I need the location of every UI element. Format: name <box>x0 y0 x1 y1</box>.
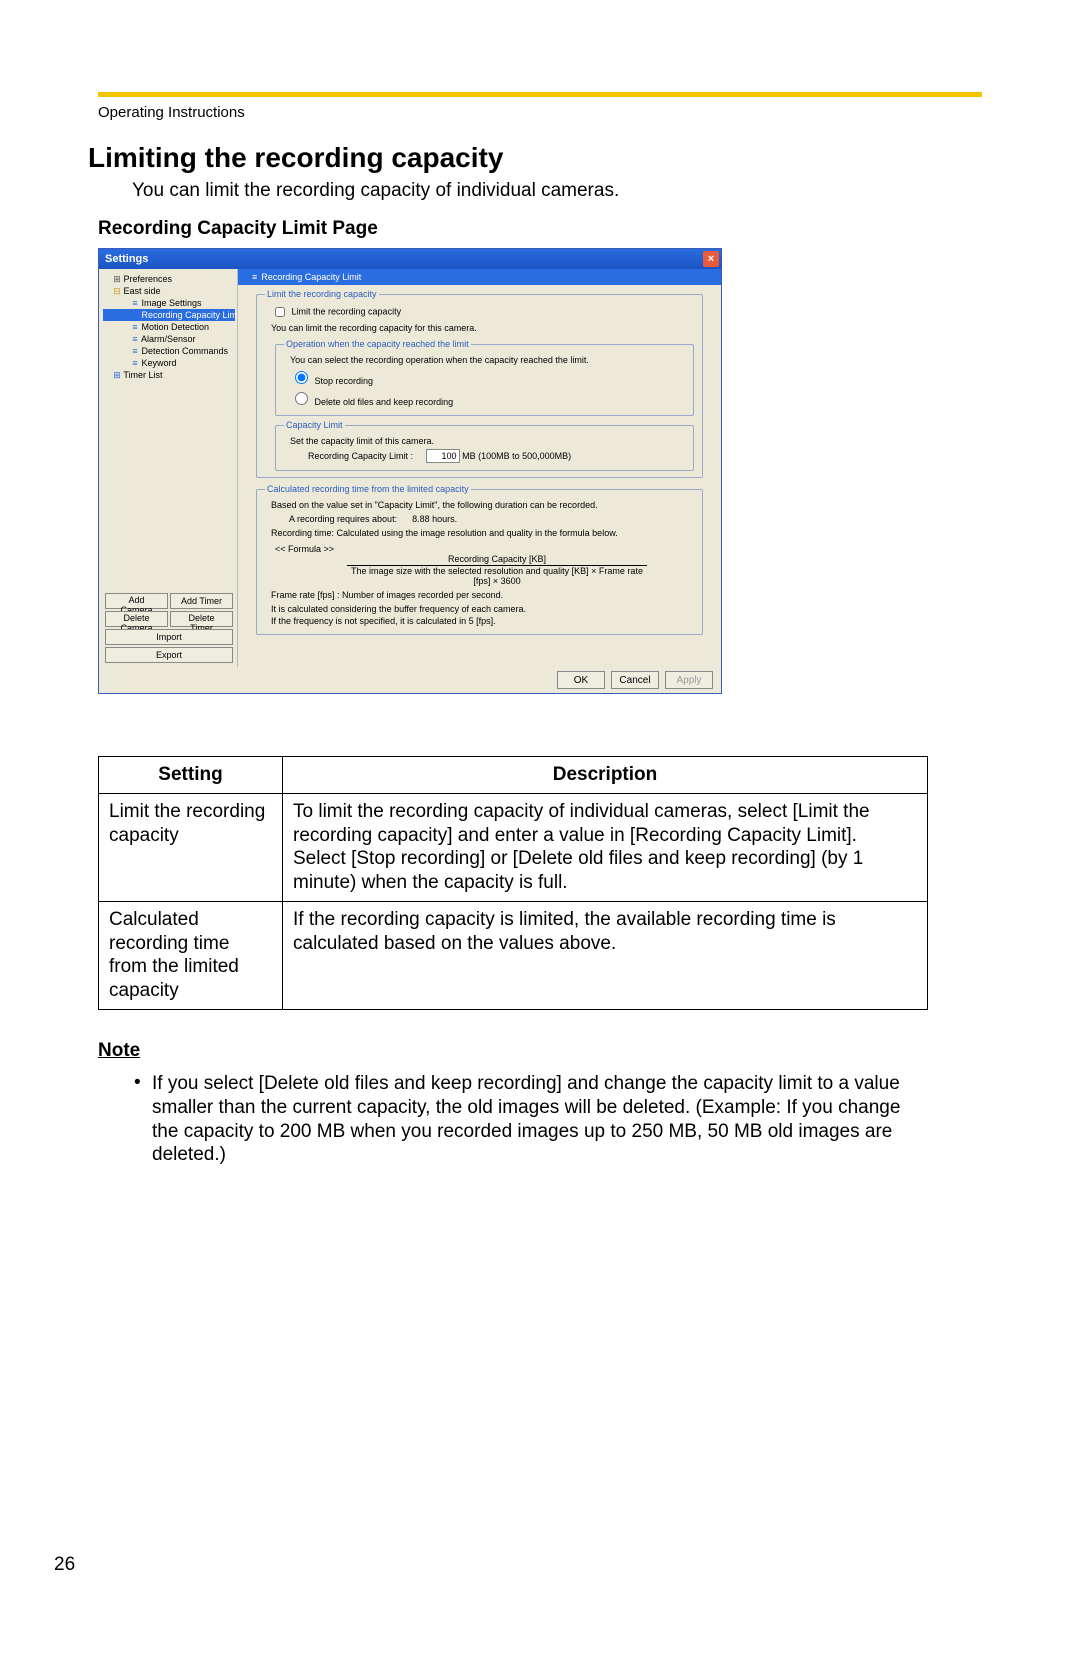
tree-item-label: Image Settings <box>139 298 202 308</box>
limit-group-legend: Limit the recording capacity <box>265 289 379 299</box>
formula: << Formula >> Recording Capacity [KB] Th… <box>275 544 694 586</box>
tree-item-icon: ≡ <box>131 358 139 369</box>
calc-req-label: A recording requires about: <box>289 514 397 524</box>
tree-item[interactable]: ≡ Detection Commands <box>103 345 235 357</box>
cancel-button[interactable]: Cancel <box>611 671 659 689</box>
dialog-sidebar: ⊞ Preferences⊟ East side≡ Image Settings… <box>99 269 237 667</box>
page-title: Limiting the recording capacity <box>88 142 503 174</box>
limit-group: Limit the recording capacity Limit the r… <box>256 289 703 478</box>
delete-camera-button[interactable]: Delete Camera <box>105 611 168 627</box>
tree-item[interactable]: ⊞ Timer List <box>103 369 235 381</box>
table-cell-setting: Limit the recording capacity <box>99 793 283 901</box>
tree-item-icon: ⊟ <box>113 286 121 297</box>
tree-item[interactable]: ⊞ Preferences <box>103 273 235 285</box>
tree-item-label: Motion Detection <box>139 322 209 332</box>
tree-view[interactable]: ⊞ Preferences⊟ East side≡ Image Settings… <box>103 273 235 381</box>
table-cell-desc: To limit the recording capacity of indiv… <box>283 793 928 901</box>
tree-item-icon: ≡ <box>131 322 139 333</box>
capacity-group-legend: Capacity Limit <box>284 420 345 430</box>
table-row: Limit the recording capacity To limit th… <box>99 793 928 901</box>
description-table: Setting Description Limit the recording … <box>98 756 928 1010</box>
dialog-main: ≡ Recording Capacity Limit Limit the rec… <box>237 269 721 667</box>
capacity-label: Recording Capacity Limit : <box>308 451 413 461</box>
tree-item-label: Keyword <box>139 358 177 368</box>
panel-tab-label: Recording Capacity Limit <box>261 272 361 282</box>
running-header: Operating Instructions <box>98 104 245 121</box>
intro-text: You can limit the recording capacity of … <box>132 180 619 202</box>
table-cell-desc: If the recording capacity is limited, th… <box>283 901 928 1009</box>
calc-req-value: 8.88 hours. <box>412 514 457 524</box>
operation-desc: You can select the recording operation w… <box>284 353 685 367</box>
delete-old-radio[interactable] <box>295 392 308 405</box>
formula-numerator: Recording Capacity [KB] <box>347 554 647 566</box>
fps-note: Frame rate [fps] : Number of images reco… <box>265 588 694 602</box>
calc-note: Recording time: Calculated using the ima… <box>265 526 694 540</box>
table-cell-setting: Calculated recording time from the limit… <box>99 901 283 1009</box>
fps-note2: It is calculated considering the buffer … <box>265 602 694 628</box>
tree-item-icon: ⊞ <box>113 274 121 285</box>
capacity-desc: Set the capacity limit of this camera. <box>284 434 685 448</box>
ok-button[interactable]: OK <box>557 671 605 689</box>
apply-button[interactable]: Apply <box>665 671 713 689</box>
import-button[interactable]: Import <box>105 629 233 645</box>
operation-group: Operation when the capacity reached the … <box>275 339 694 416</box>
limit-desc: You can limit the recording capacity for… <box>265 321 694 335</box>
delete-old-label: Delete old files and keep recording <box>315 397 454 407</box>
tree-item-label: East side <box>121 286 161 296</box>
formula-denominator: The image size with the selected resolut… <box>347 566 647 586</box>
calc-group: Calculated recording time from the limit… <box>256 484 703 635</box>
tree-item[interactable]: ≡ Motion Detection <box>103 321 235 333</box>
capacity-group: Capacity Limit Set the capacity limit of… <box>275 420 694 471</box>
section-heading: Recording Capacity Limit Page <box>98 218 378 240</box>
tree-item-icon: ⊞ <box>113 370 121 381</box>
dialog-footer: OK Cancel Apply <box>557 671 713 689</box>
dialog-titlebar: Settings × <box>99 249 721 269</box>
tree-item[interactable]: ≡ Recording Capacity Limit <box>103 309 235 321</box>
sidebar-button-group: Add Camera Add Timer Delete Camera Delet… <box>103 591 235 665</box>
tree-item-icon: ≡ <box>131 310 139 321</box>
limit-checkbox-label: Limit the recording capacity <box>292 306 402 316</box>
tree-item[interactable]: ≡ Image Settings <box>103 297 235 309</box>
tree-item-label: Recording Capacity Limit <box>139 310 242 320</box>
tree-item-icon: ≡ <box>131 334 139 345</box>
table-header-description: Description <box>283 757 928 794</box>
close-icon[interactable]: × <box>703 251 719 267</box>
table-row: Calculated recording time from the limit… <box>99 901 928 1009</box>
tree-item-label: Preferences <box>121 274 172 284</box>
panel-tab: ≡ Recording Capacity Limit <box>238 269 721 285</box>
calc-desc: Based on the value set in "Capacity Limi… <box>265 498 694 512</box>
bullet-glyph: • <box>134 1072 141 1094</box>
page-number: 26 <box>54 1554 75 1576</box>
formula-label: << Formula >> <box>275 544 334 554</box>
stop-recording-label: Stop recording <box>315 376 374 386</box>
tree-item[interactable]: ⊟ East side <box>103 285 235 297</box>
dialog-title: Settings <box>105 253 148 265</box>
export-button[interactable]: Export <box>105 647 233 663</box>
tree-item-label: Timer List <box>121 370 163 380</box>
add-camera-button[interactable]: Add Camera <box>105 593 168 609</box>
tree-item-icon: ≡ <box>131 298 139 309</box>
table-header-setting: Setting <box>99 757 283 794</box>
tree-item-icon: ≡ <box>131 346 139 357</box>
accent-bar <box>98 92 982 97</box>
operation-group-legend: Operation when the capacity reached the … <box>284 339 471 349</box>
capacity-unit: MB (100MB to 500,000MB) <box>462 451 571 461</box>
note-heading: Note <box>98 1040 140 1062</box>
calc-group-legend: Calculated recording time from the limit… <box>265 484 471 494</box>
note-text: If you select [Delete old files and keep… <box>152 1072 928 1167</box>
add-timer-button[interactable]: Add Timer <box>170 593 233 609</box>
stop-recording-radio[interactable] <box>295 371 308 384</box>
limit-checkbox[interactable] <box>275 307 285 317</box>
panel-tab-icon: ≡ <box>252 272 257 282</box>
tree-item-label: Detection Commands <box>139 346 228 356</box>
delete-timer-button[interactable]: Delete Timer <box>170 611 233 627</box>
capacity-input[interactable] <box>426 449 460 463</box>
tree-item-label: Alarm/Sensor <box>139 334 196 344</box>
tree-item[interactable]: ≡ Alarm/Sensor <box>103 333 235 345</box>
tree-item[interactable]: ≡ Keyword <box>103 357 235 369</box>
settings-dialog: Settings × ⊞ Preferences⊟ East side≡ Ima… <box>98 248 722 694</box>
